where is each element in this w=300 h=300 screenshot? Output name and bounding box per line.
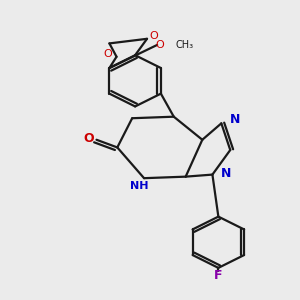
Text: N: N — [230, 113, 240, 126]
Text: O: O — [156, 40, 164, 50]
Text: N: N — [221, 167, 231, 180]
Text: NH: NH — [130, 182, 148, 191]
Text: O: O — [104, 49, 112, 59]
Text: CH₃: CH₃ — [176, 40, 194, 50]
Text: O: O — [83, 132, 94, 145]
Text: F: F — [214, 268, 223, 281]
Text: O: O — [150, 31, 158, 41]
